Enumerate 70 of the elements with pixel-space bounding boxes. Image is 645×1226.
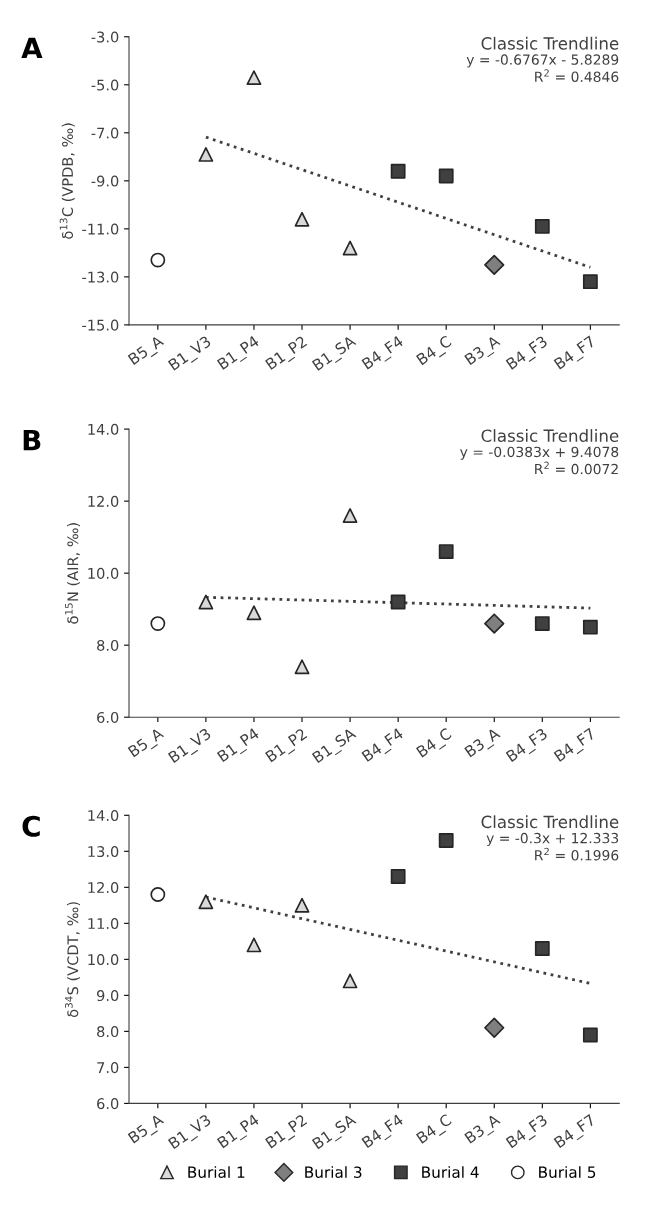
chart-title: A — [21, 37, 43, 58]
point — [294, 897, 310, 913]
annotation: y = -0.3x + 12.333 — [486, 832, 619, 847]
y-tick-label: 7.0 — [97, 1062, 119, 1074]
legend-label: Burial 1 — [188, 1166, 245, 1178]
point — [246, 937, 262, 953]
point — [534, 219, 550, 234]
legend-label: Burial 5 — [539, 1166, 596, 1178]
point — [342, 973, 358, 989]
point — [438, 833, 454, 848]
point — [246, 605, 262, 621]
y-tick-label: 10.0 — [88, 954, 119, 966]
point — [150, 887, 166, 902]
legend-label: Burial 4 — [422, 1166, 479, 1178]
y-axis-title: δ$^{34}$S (VCDT, ‰) — [64, 902, 81, 1018]
point — [534, 941, 550, 956]
point — [438, 544, 454, 559]
y-tick-label: 9.0 — [97, 990, 119, 1002]
y-tick-label: -13.0 — [82, 271, 119, 283]
y-tick-label: -5.0 — [91, 79, 119, 91]
y-tick-label: 11.0 — [88, 918, 119, 930]
y-tick-label: 8.0 — [97, 639, 119, 651]
point — [390, 869, 406, 884]
y-tick-label: 12.0 — [88, 882, 119, 894]
y-tick-label: -7.0 — [91, 127, 119, 139]
y-tick-label: 13.0 — [88, 846, 119, 858]
point — [294, 659, 310, 675]
point — [198, 147, 214, 162]
point — [484, 613, 505, 634]
y-tick-label: 14.0 — [88, 423, 119, 435]
chart-title: B — [23, 429, 41, 451]
chart-title: C — [22, 815, 40, 837]
y-tick-label: 14.0 — [88, 810, 119, 822]
y-tick-label: 6.0 — [97, 711, 119, 723]
y-axis-title: δ$^{13}$C (VPDB, ‰) — [59, 123, 75, 239]
y-tick-label: -3.0 — [91, 31, 119, 43]
point — [582, 274, 598, 290]
point — [150, 616, 166, 631]
point — [342, 508, 358, 523]
y-tick-label: -11.0 — [82, 223, 119, 235]
annotation: Classic Trendline — [481, 429, 619, 442]
point — [294, 211, 310, 227]
annotation: Classic Trendline — [481, 815, 619, 829]
legend-label: Burial 3 — [305, 1166, 362, 1178]
point — [484, 1017, 505, 1038]
y-axis-title: δ$^{15}$N (AIR, ‰) — [65, 523, 81, 624]
y-tick-label: 12.0 — [88, 495, 119, 507]
point — [390, 163, 406, 179]
point — [342, 240, 358, 256]
y-tick-label: 10.0 — [88, 567, 119, 579]
point — [198, 594, 214, 610]
point — [534, 616, 550, 631]
point — [438, 168, 454, 184]
point — [484, 254, 505, 276]
y-tick-label: -15.0 — [82, 319, 119, 331]
y-tick-label: -9.0 — [91, 175, 119, 187]
point — [582, 1027, 598, 1043]
point — [246, 70, 262, 86]
point — [198, 894, 214, 910]
annotation: Classic Trendline — [481, 36, 619, 50]
y-tick-label: 6.0 — [97, 1098, 119, 1110]
annotation: R$^{2}$ = 0.0072 — [535, 461, 618, 475]
point — [582, 619, 598, 635]
point — [390, 594, 406, 610]
point — [150, 252, 166, 268]
y-tick-label: 8.0 — [97, 1026, 119, 1038]
annotation: y = -0.6767x - 5.8289 — [466, 54, 619, 68]
annotation: R$^{2}$ = 0.1996 — [535, 847, 619, 861]
annotation: R$^{2}$ = 0.4846 — [535, 69, 619, 82]
annotation: y = -0.0383x + 9.4078 — [460, 446, 619, 460]
